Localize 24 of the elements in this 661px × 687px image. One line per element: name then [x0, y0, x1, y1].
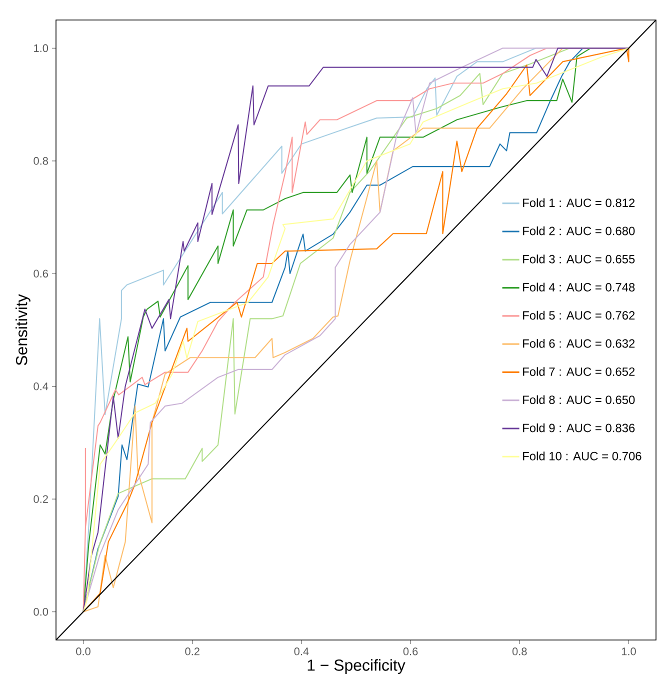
legend-label: Fold 1 : AUC = 0.812 [523, 198, 635, 208]
y-tick-label: 0.4 [34, 382, 48, 390]
x-tick-label: 1.0 [622, 648, 636, 656]
legend-label: Fold 3 : AUC = 0.655 [523, 254, 635, 264]
legend-label: Fold 7 : AUC = 0.652 [523, 367, 635, 376]
x-tick-label: 0.6 [403, 648, 418, 656]
y-tick-label: 1.0 [34, 44, 48, 52]
legend-label: Fold 2 : AUC = 0.680 [523, 226, 635, 236]
y-axis-title: Sensitivity [16, 294, 30, 366]
legend-label: Fold 5 : AUC = 0.762 [523, 310, 635, 320]
y-tick-label: 0.6 [34, 270, 48, 278]
x-tick-label: 0.0 [76, 648, 90, 656]
legend-label: Fold 6 : AUC = 0.632 [523, 338, 635, 348]
legend-label: Fold 8 : AUC = 0.650 [523, 395, 635, 404]
legend-label: Fold 9 : AUC = 0.836 [523, 423, 635, 432]
x-tick-label: 0.4 [294, 648, 309, 656]
y-tick-label: 0.0 [34, 608, 48, 616]
y-tick-label: 0.2 [34, 495, 48, 503]
y-tick-label: 0.8 [34, 157, 48, 165]
legend-label: Fold 4 : AUC = 0.748 [523, 282, 635, 292]
x-tick-label: 0.8 [512, 648, 527, 656]
x-tick-label: 0.2 [185, 648, 200, 656]
x-axis-title: 1 − Specificity [308, 659, 406, 674]
legend-label: Fold 10 : AUC = 0.706 [523, 452, 642, 460]
